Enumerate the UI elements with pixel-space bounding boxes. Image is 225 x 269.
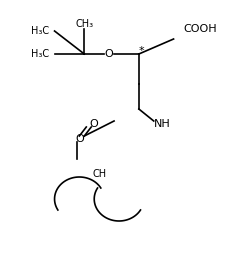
Text: COOH: COOH: [183, 24, 216, 34]
Text: O: O: [75, 134, 83, 144]
Text: *: *: [138, 46, 144, 56]
Text: O: O: [104, 49, 113, 59]
Text: NH: NH: [153, 119, 170, 129]
Text: H₃C: H₃C: [31, 26, 49, 36]
Text: H₃C: H₃C: [31, 49, 49, 59]
Text: CH₃: CH₃: [75, 19, 93, 29]
Text: CH: CH: [92, 169, 106, 179]
Text: O: O: [90, 119, 98, 129]
